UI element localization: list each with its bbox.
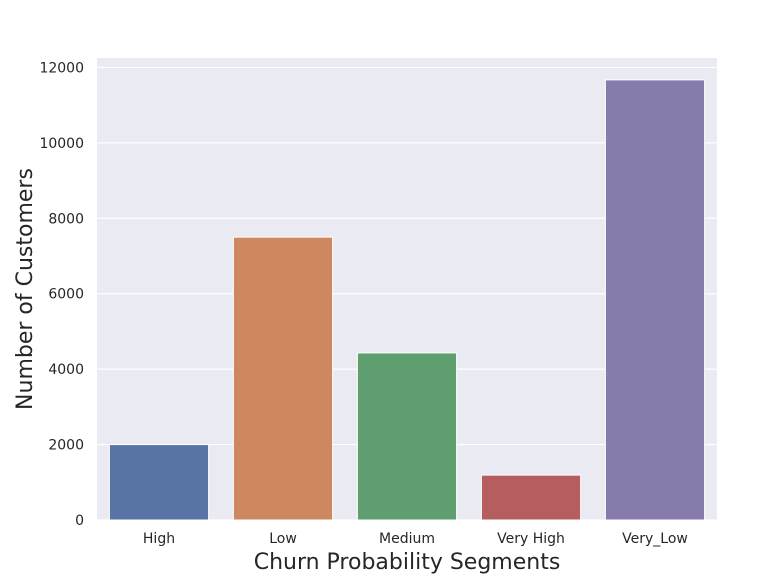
bar-very-high bbox=[480, 474, 582, 521]
x-tick-labels: High Low Medium Very High Very_Low bbox=[143, 531, 688, 547]
x-tick-label: Very High bbox=[497, 531, 565, 547]
y-tick-label: 6000 bbox=[48, 287, 84, 303]
x-tick-label: Low bbox=[269, 531, 297, 547]
x-tick-label: Medium bbox=[379, 531, 435, 547]
bar-very-low bbox=[604, 79, 706, 521]
bar-medium bbox=[356, 352, 458, 521]
y-tick-label: 0 bbox=[75, 513, 84, 529]
x-tick-label: High bbox=[143, 531, 175, 547]
y-axis-label: Number of Customers bbox=[13, 168, 38, 410]
y-tick-labels: 0 2000 4000 6000 8000 10000 12000 bbox=[39, 60, 84, 529]
bar-low bbox=[232, 236, 334, 521]
y-tick-label: 4000 bbox=[48, 362, 84, 378]
bars bbox=[108, 79, 706, 521]
y-tick-label: 12000 bbox=[39, 60, 84, 76]
y-tick-label: 2000 bbox=[48, 438, 84, 454]
bar-high bbox=[108, 444, 210, 521]
x-tick-label: Very_Low bbox=[622, 531, 688, 547]
x-axis-label: Churn Probability Segments bbox=[254, 550, 561, 575]
y-tick-label: 8000 bbox=[48, 211, 84, 227]
y-tick-label: 10000 bbox=[39, 136, 84, 152]
